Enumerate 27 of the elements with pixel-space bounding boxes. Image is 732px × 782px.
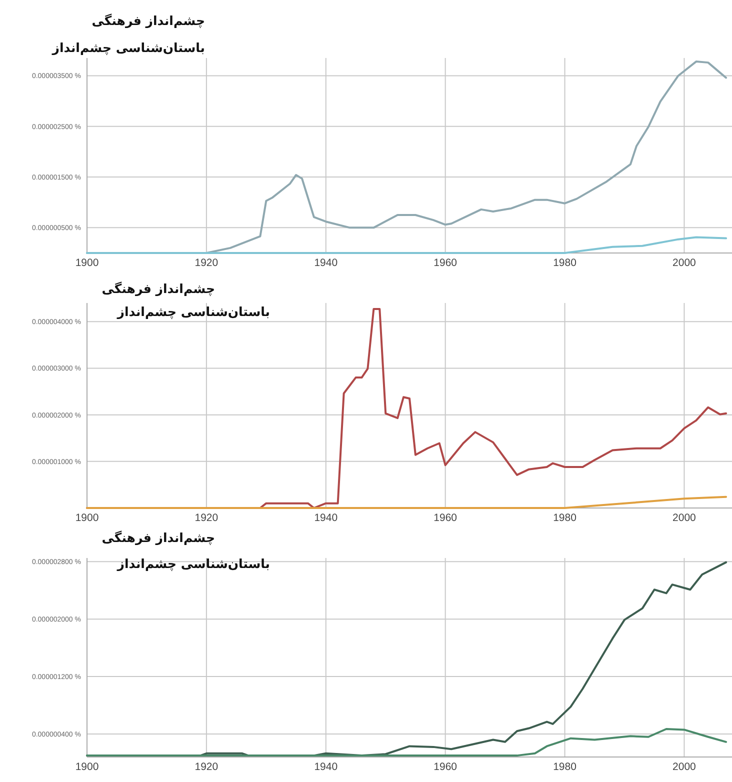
line-series <box>86 236 728 254</box>
line-series <box>86 496 728 509</box>
x-tick-label: 2000 <box>672 761 696 773</box>
line-series <box>86 728 728 757</box>
chart-subtitle: باستان‌شناسی چشم‌انداز <box>51 40 205 56</box>
x-tick-label: 1940 <box>314 761 338 773</box>
x-tick-label: 1900 <box>75 512 99 524</box>
x-tick-label: 1960 <box>434 761 458 773</box>
x-tick-label: 1980 <box>553 257 577 269</box>
x-tick-label: 1980 <box>553 512 577 524</box>
x-tick-label: 2000 <box>672 257 696 269</box>
chart-subtitle: باستان‌شناسی چشم‌انداز <box>116 556 270 572</box>
x-tick-label: 1940 <box>314 257 338 269</box>
chart-subtitle: باستان‌شناسی چشم‌انداز <box>116 304 270 320</box>
chart-title: چشم‌انداز فرهنگی <box>102 530 215 546</box>
x-tick-label: 1980 <box>553 761 577 773</box>
x-tick-label: 1900 <box>75 761 99 773</box>
x-tick-label: 1960 <box>434 257 458 269</box>
x-tick-label: 1920 <box>194 512 218 524</box>
x-tick-label: 1900 <box>75 257 99 269</box>
x-tick-label: 1920 <box>194 761 218 773</box>
chart-title: چشم‌انداز فرهنگی <box>92 13 205 29</box>
x-tick-label: 1920 <box>194 257 218 269</box>
x-tick-label: 2000 <box>672 512 696 524</box>
x-tick-label: 1960 <box>434 512 458 524</box>
chart-title: چشم‌انداز فرهنگی <box>102 281 215 297</box>
x-tick-label: 1940 <box>314 512 338 524</box>
